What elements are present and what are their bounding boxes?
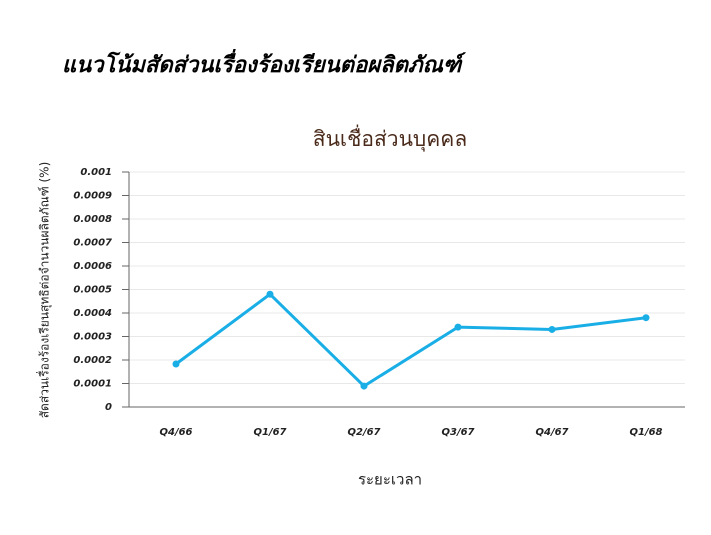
y-tick-label: 0.0007 — [73, 238, 112, 249]
y-axis-label: สัดส่วนเรื่องร้องเรียนสุทธิต่อจำนวนผลิตภ… — [36, 162, 53, 419]
y-tick-label: 0.0006 — [73, 261, 112, 272]
point — [360, 382, 368, 390]
y-tick-label: 0.0008 — [73, 214, 112, 225]
y-tick-label: 0 — [105, 402, 112, 413]
x-tick-label: Q4/67 — [535, 427, 568, 438]
x-tick-label: Q2/67 — [347, 427, 380, 438]
point — [172, 360, 180, 368]
y-tick-label: 0.0009 — [73, 191, 112, 202]
x-tick-label: Q4/66 — [159, 427, 192, 438]
y-tick-label: 0.0001 — [73, 379, 112, 390]
point — [266, 290, 274, 298]
y-tick-label: 0.0004 — [73, 308, 112, 319]
y-tick-label: 0.0005 — [73, 285, 112, 296]
x-tick-label: Q1/68 — [629, 427, 662, 438]
y-tick-label: 0.0002 — [73, 355, 112, 366]
point — [454, 323, 462, 331]
x-axis-label: ระยะเวลา — [358, 471, 422, 489]
line — [175, 292, 647, 388]
y-tick-label: 0.001 — [80, 167, 112, 178]
x-tick-label: Q3/67 — [441, 427, 474, 438]
page-title: แนวโน้มสัดส่วนเรื่องร้องเรียนต่อผลิตภัณฑ… — [62, 48, 466, 78]
chart-title: สินเชื่อส่วนบุคคล — [313, 124, 467, 152]
x-tick-label: Q1/67 — [253, 427, 286, 438]
y-tick-label: 0.0003 — [73, 332, 112, 343]
point — [642, 314, 650, 322]
point — [548, 325, 556, 333]
